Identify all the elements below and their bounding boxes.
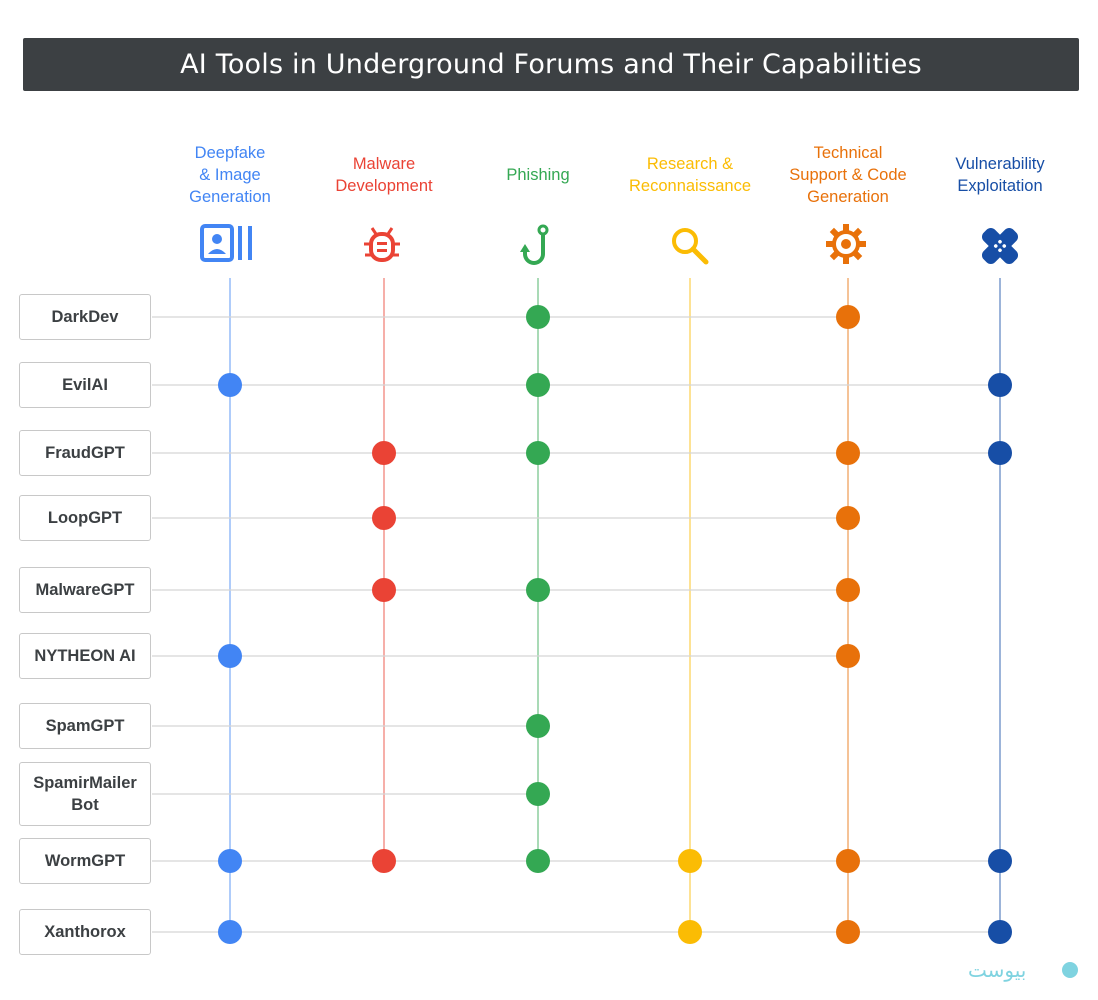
category-label: Malware Development	[335, 155, 433, 195]
tool-name: WormGPT	[44, 852, 126, 870]
capability-dot	[988, 373, 1012, 397]
tool-row-label: EvilAI	[19, 362, 151, 408]
capability-dot	[218, 849, 242, 873]
category-label: Research & Reconnaissance	[629, 155, 751, 195]
tool-name: MalwareGPT	[35, 581, 135, 599]
capability-dot	[218, 644, 242, 668]
capability-dot	[988, 920, 1012, 944]
title-bar: AI Tools in Underground Forums and Their…	[23, 38, 1079, 91]
capability-dot	[526, 714, 550, 738]
tool-name: LoopGPT	[47, 509, 123, 527]
capability-dot	[372, 441, 396, 465]
tool-row-label: SpamirMailer Bot	[19, 762, 151, 826]
category-label: Phishing	[506, 166, 570, 184]
bug-icon	[362, 224, 402, 269]
gear-icon	[826, 224, 866, 269]
tool-name: FraudGPT	[45, 444, 125, 462]
capability-dot	[526, 305, 550, 329]
tool-name: Xanthorox	[44, 923, 126, 941]
tool-row-label: LoopGPT	[19, 495, 151, 541]
fishing-hook-icon	[516, 224, 556, 273]
capability-dot	[372, 849, 396, 873]
capability-dot	[836, 441, 860, 465]
capability-dot	[988, 441, 1012, 465]
capability-dot	[526, 578, 550, 602]
tool-name: SpamirMailer Bot	[33, 774, 137, 814]
capability-dot	[218, 920, 242, 944]
capability-dot	[836, 506, 860, 530]
tool-row-label: WormGPT	[19, 838, 151, 884]
watermark-dot-icon	[1062, 962, 1078, 978]
category-label: Deepfake & Image Generation	[189, 144, 271, 206]
capability-dot	[372, 578, 396, 602]
tool-row-label: SpamGPT	[19, 703, 151, 749]
capability-dot	[836, 920, 860, 944]
capability-dot	[526, 849, 550, 873]
magnifier-icon	[668, 224, 712, 273]
tool-name: NYTHEON AI	[34, 647, 136, 665]
tool-row-label: Xanthorox	[19, 909, 151, 955]
tool-name: DarkDev	[51, 308, 119, 326]
capability-dot	[836, 305, 860, 329]
capability-dot	[678, 849, 702, 873]
page-title: AI Tools in Underground Forums and Their…	[180, 49, 922, 80]
tool-name: EvilAI	[62, 376, 108, 394]
capability-dot	[526, 373, 550, 397]
capability-dot	[678, 920, 702, 944]
category-label: Technical Support & Code Generation	[789, 144, 907, 206]
capability-dot	[836, 578, 860, 602]
capability-dot	[526, 441, 550, 465]
bandage-icon	[978, 224, 1022, 273]
watermark-text: بیوست	[968, 958, 1027, 982]
tool-row-label: DarkDev	[19, 294, 151, 340]
tool-name: SpamGPT	[45, 717, 125, 735]
category-label: Vulnerability Exploitation	[955, 155, 1045, 195]
capability-dot	[836, 849, 860, 873]
capability-dot	[218, 373, 242, 397]
capability-dot	[836, 644, 860, 668]
watermark-logo: بیوست	[968, 958, 1080, 984]
capability-dot	[372, 506, 396, 530]
tool-row-label: NYTHEON AI	[19, 633, 151, 679]
capability-dot	[988, 849, 1012, 873]
tool-row-label: FraudGPT	[19, 430, 151, 476]
image-gallery-icon	[200, 224, 260, 269]
capability-dot	[526, 782, 550, 806]
tool-row-label: MalwareGPT	[19, 567, 151, 613]
